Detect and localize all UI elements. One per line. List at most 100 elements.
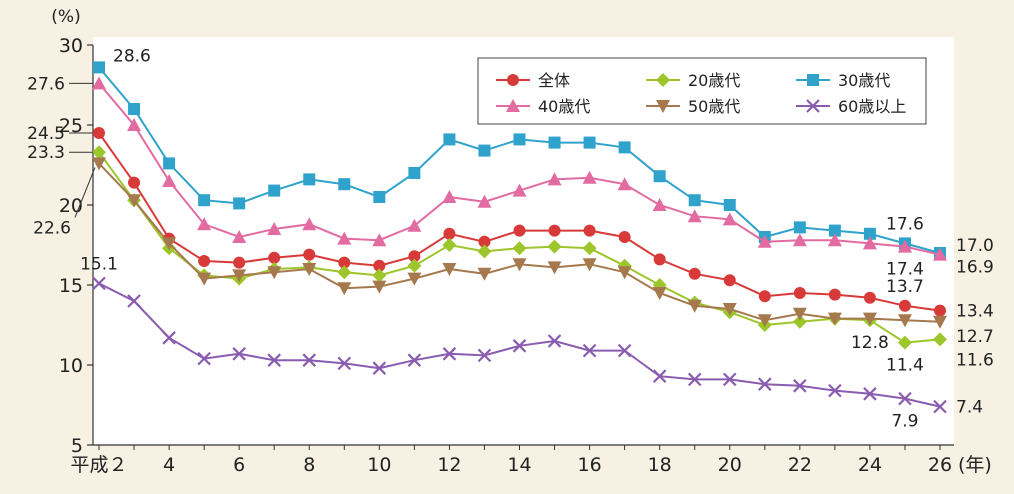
data-point	[828, 288, 841, 301]
data-point	[792, 314, 807, 329]
legend-marker	[656, 100, 670, 113]
data-point	[618, 231, 631, 243]
data-point	[232, 230, 247, 243]
series-6	[92, 276, 947, 414]
data-point	[863, 227, 876, 240]
data-point	[267, 222, 282, 235]
x-tick-label: 26	[928, 454, 952, 476]
data-point	[617, 266, 632, 280]
series-layer	[92, 61, 947, 414]
data-point	[302, 263, 317, 276]
data-point	[442, 190, 457, 203]
data-point	[92, 145, 106, 160]
x-tick-label: 20	[718, 454, 742, 476]
legend-item: 50歳代	[646, 97, 740, 116]
data-point	[512, 339, 527, 353]
data-point	[127, 294, 141, 308]
data-point	[793, 221, 806, 234]
data-point	[337, 231, 352, 245]
legend-label: 60歳以上	[838, 97, 906, 116]
data-point	[547, 334, 562, 348]
data-label: 7.9	[891, 412, 918, 432]
data-label: 17.6	[886, 214, 924, 234]
legend-marker	[656, 73, 670, 87]
data-point	[268, 251, 281, 264]
data-point	[407, 272, 422, 286]
data-label: 7.4	[956, 398, 983, 418]
data-point	[513, 133, 526, 146]
data-point	[792, 307, 807, 321]
data-label: 17.0	[956, 236, 994, 256]
data-point	[127, 194, 142, 208]
data-point	[92, 157, 106, 171]
data-point	[548, 224, 561, 237]
data-point	[863, 291, 876, 304]
data-point	[722, 212, 737, 226]
data-point	[162, 237, 177, 251]
data-point	[688, 194, 701, 207]
data-point	[373, 259, 386, 272]
data-point	[652, 369, 667, 383]
series-4	[92, 76, 947, 261]
data-point	[197, 351, 211, 366]
x-tick-label: 24	[858, 454, 882, 476]
data-point	[198, 194, 211, 207]
data-point	[617, 177, 632, 191]
x-tick-label: 22	[788, 454, 812, 476]
data-point	[442, 347, 457, 361]
data-point	[407, 353, 422, 367]
legend-label: 50歳代	[688, 97, 740, 116]
data-point	[477, 244, 492, 259]
data-point	[128, 176, 141, 189]
data-label: 17.4	[886, 260, 924, 280]
data-point	[162, 331, 176, 345]
data-point	[582, 241, 597, 256]
data-point	[583, 136, 596, 149]
data-point	[232, 347, 246, 361]
data-point	[652, 287, 667, 300]
data-point	[828, 224, 841, 237]
data-label: 15.1	[80, 254, 118, 274]
data-point	[617, 343, 632, 358]
data-point	[722, 372, 737, 387]
x-tick-label: 平成２	[70, 454, 127, 476]
data-point	[687, 299, 702, 313]
data-point	[547, 239, 562, 254]
data-point	[92, 76, 106, 90]
data-label: 23.3	[27, 143, 65, 163]
legend: 全体 20歳代 30歳代 40歳代 50歳代 60歳以上	[477, 57, 927, 125]
data-point	[863, 387, 877, 401]
legend-label: 30歳代	[838, 71, 890, 90]
data-point	[547, 261, 562, 275]
data-point	[513, 224, 526, 237]
series-1	[93, 127, 946, 317]
x-tick-label: 10	[367, 454, 391, 476]
data-point	[792, 233, 807, 247]
data-point	[443, 133, 456, 146]
data-point	[652, 198, 667, 211]
x-tick-label: 16	[577, 454, 601, 476]
data-point	[478, 144, 491, 157]
x-tick-label: 6	[233, 454, 245, 476]
data-point	[512, 241, 527, 256]
data-point	[267, 266, 282, 280]
data-point	[163, 157, 176, 170]
data-point	[862, 236, 877, 250]
legend-marker	[806, 99, 820, 113]
data-label: 27.6	[27, 74, 65, 94]
data-point	[758, 377, 772, 391]
data-point	[443, 227, 456, 240]
data-point	[512, 183, 527, 197]
data-point	[582, 343, 597, 358]
data-point	[793, 287, 806, 299]
data-point	[408, 167, 421, 179]
data-point	[758, 290, 771, 303]
data-point	[933, 332, 947, 347]
legend-box	[477, 57, 927, 125]
data-point	[93, 127, 105, 139]
legend-marker	[506, 99, 520, 112]
data-point	[372, 233, 387, 247]
data-label: 12.7	[956, 327, 994, 347]
